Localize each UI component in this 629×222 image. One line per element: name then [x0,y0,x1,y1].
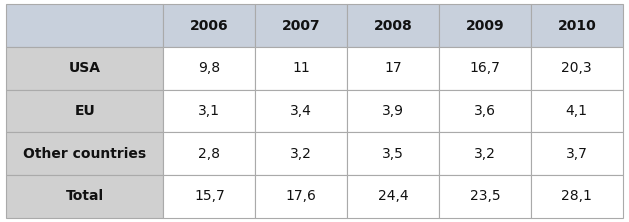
Bar [439,90,531,132]
Bar [531,47,623,90]
Text: 3,7: 3,7 [566,147,587,161]
Bar [6,90,164,132]
Text: 20,3: 20,3 [562,61,592,75]
Text: 2009: 2009 [465,19,504,33]
Text: 3,2: 3,2 [474,147,496,161]
Text: 2008: 2008 [374,19,413,33]
Bar [347,90,439,132]
Text: 9,8: 9,8 [198,61,220,75]
Text: 3,1: 3,1 [198,104,220,118]
Bar [164,4,255,47]
Text: 2,8: 2,8 [198,147,220,161]
Bar [439,175,531,218]
Text: 16,7: 16,7 [469,61,501,75]
Bar [164,47,255,90]
Text: 4,1: 4,1 [566,104,587,118]
Bar [6,47,164,90]
Bar [255,175,347,218]
Text: 15,7: 15,7 [194,189,225,203]
Text: 3,6: 3,6 [474,104,496,118]
Text: 11: 11 [292,61,310,75]
Text: Total: Total [66,189,104,203]
Text: 2007: 2007 [282,19,321,33]
Text: 17,6: 17,6 [286,189,316,203]
Bar [531,90,623,132]
Bar [347,175,439,218]
Bar [164,90,255,132]
Text: 3,9: 3,9 [382,104,404,118]
Bar [164,175,255,218]
Bar [347,4,439,47]
Text: Other countries: Other countries [23,147,147,161]
Bar [531,132,623,175]
Text: 28,1: 28,1 [561,189,593,203]
Bar [6,132,164,175]
Bar [255,4,347,47]
Bar [531,4,623,47]
Text: USA: USA [69,61,101,75]
Bar [255,47,347,90]
Bar [347,47,439,90]
Text: 2010: 2010 [557,19,596,33]
Bar [255,132,347,175]
Text: 17: 17 [384,61,402,75]
Bar [347,132,439,175]
Bar [531,175,623,218]
Bar [439,132,531,175]
Text: 3,5: 3,5 [382,147,404,161]
Text: 24,4: 24,4 [378,189,408,203]
Text: 3,4: 3,4 [291,104,312,118]
Text: EU: EU [74,104,95,118]
Bar [255,90,347,132]
Bar [6,175,164,218]
Bar [6,4,164,47]
Text: 3,2: 3,2 [291,147,312,161]
Bar [164,132,255,175]
Bar [439,47,531,90]
Bar [439,4,531,47]
Text: 23,5: 23,5 [470,189,500,203]
Text: 2006: 2006 [190,19,229,33]
